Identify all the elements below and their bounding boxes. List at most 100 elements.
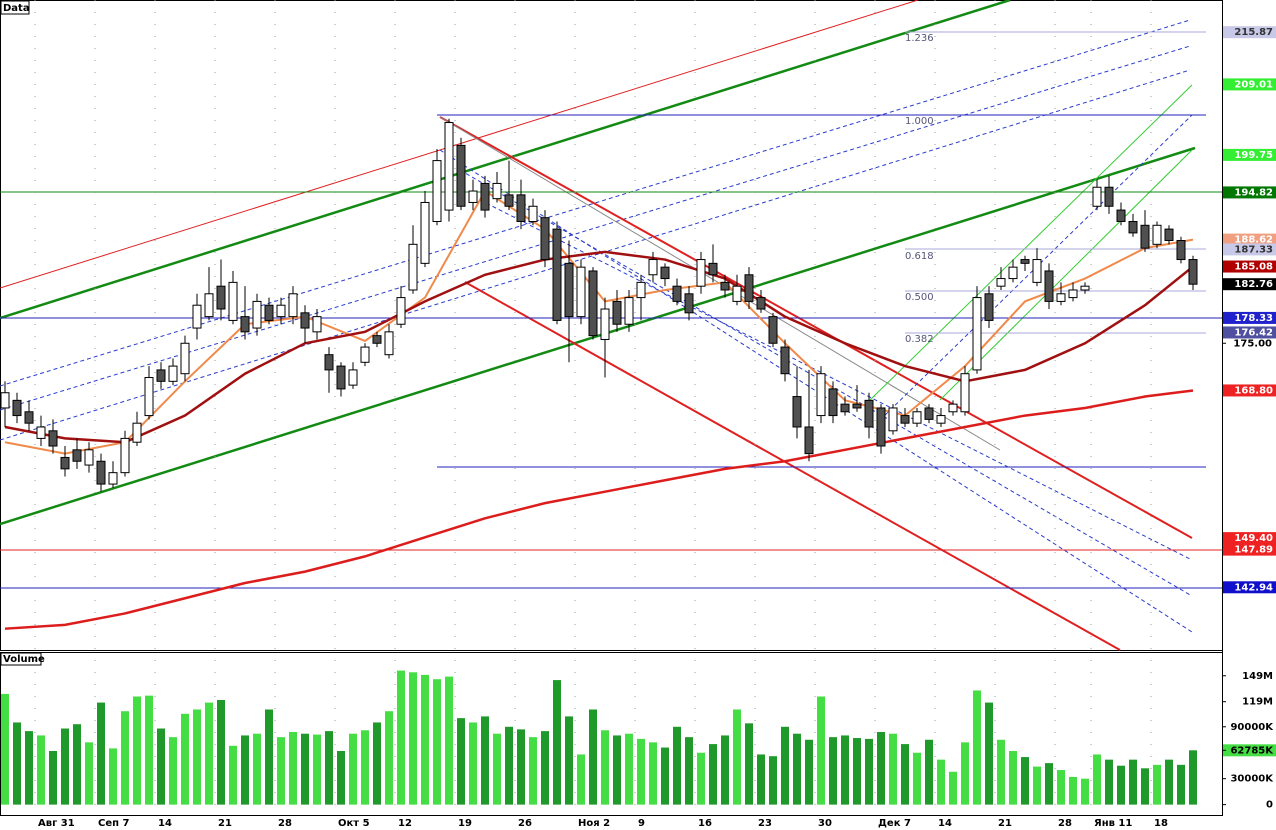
candle-body [60,456,70,470]
candle-body [768,316,778,344]
volume-bar [457,718,465,805]
volume-bar [421,674,429,805]
volume-bar [373,722,381,805]
x-tick-label: 28 [278,818,292,829]
candle-body [552,228,562,321]
price-label: 147.89 [1234,545,1273,556]
price-label-box [1223,581,1276,594]
volume-bar [649,742,657,805]
price-label: 194.82 [1234,187,1273,198]
volume-bar [13,722,21,805]
price-label: 215.87 [1234,27,1273,38]
volume-bar [793,733,801,805]
candle-body [1092,186,1102,207]
price-label: 209.01 [1234,79,1273,90]
x-tick-label: 14 [158,818,172,829]
candle-body [132,422,142,443]
price-label: 182.76 [1234,279,1273,290]
volume-bar [997,739,1005,805]
candle-body [12,399,22,417]
volume-bar [433,679,441,805]
volume-bar [949,771,957,805]
candle-body [396,297,406,325]
volume-bar [937,759,945,805]
volume-bar [745,723,753,805]
candle-body [48,430,58,447]
volume-bar [1141,768,1149,805]
volume-bar [961,742,969,805]
volume-bar [409,672,417,805]
candle-body [216,285,226,310]
volume-bar [1069,776,1077,805]
candle-body [1152,224,1162,245]
volume-bar [1189,750,1197,805]
volume-bar [925,739,933,805]
fib-label: 0.618 [905,251,934,262]
volume-bar [589,709,597,805]
candle-body [504,194,514,207]
price-label-box [1223,148,1276,161]
candle-body [420,201,430,264]
price-label: 185.08 [1234,262,1273,273]
candle-body [240,316,250,333]
volume-bar [313,734,321,805]
candle-body [1008,266,1018,280]
price-label-box [1223,326,1276,339]
candle-body [636,281,646,299]
volume-bar [229,745,237,805]
candle-body [936,415,946,424]
price-label-box [1223,278,1276,291]
x-tick-label: Янв 11 [1094,818,1132,829]
v-tick-label: 90000K [1230,722,1274,733]
overlay-line [4,389,1194,630]
fib-label: 1.236 [905,33,934,44]
candle-body [312,316,322,333]
volume-bar [913,752,921,805]
volume-bar [133,696,141,805]
volume-bar [769,756,777,805]
volume-bar [193,709,201,805]
volume-bar [829,737,837,805]
volume-bar [625,733,633,805]
candle-body [480,182,490,211]
volume-bar [805,739,813,805]
trendline [0,0,1011,320]
trendline [0,0,919,289]
volume-bar [1129,759,1137,805]
x-tick-label: Авг 31 [38,818,75,829]
volume-bar [505,726,513,805]
candle-body [672,285,682,302]
fib-label: 1.000 [905,116,934,127]
volume-bar [517,729,525,805]
price-label-box [1223,243,1276,256]
v-tick-label: 119M [1242,697,1273,708]
volume-bar [277,737,285,805]
candle-body [492,182,502,200]
x-tick-label: 19 [458,818,472,829]
volume-bar [493,733,501,805]
volume-bar [889,733,897,805]
candle-body [996,278,1006,287]
candle-body [1020,259,1030,264]
candle-body [84,449,94,466]
candle-body [780,346,790,375]
volume-bar [445,676,453,805]
volume-bar [577,754,585,805]
candle-body [228,281,238,321]
v-tick-label: 149M [1242,671,1273,682]
volume-bar [565,716,573,805]
candle-body [180,342,190,375]
volume-bar [1057,770,1065,805]
volume-bar [121,711,129,805]
candle-body [192,304,202,329]
candle-body [336,365,346,390]
volume-bar [1177,764,1185,805]
price-label-box [1223,543,1276,556]
x-tick-label: 28 [1058,818,1072,829]
candle-body [1176,240,1186,261]
price-label-box [1223,384,1276,397]
candle-body [528,205,538,222]
candle-body [612,300,622,325]
candle-body [756,297,766,310]
